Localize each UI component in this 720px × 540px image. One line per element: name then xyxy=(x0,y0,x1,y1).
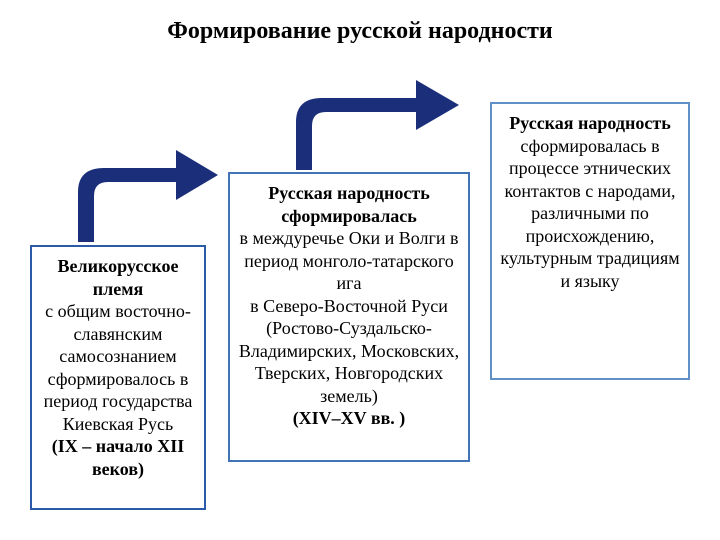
box1-body: с общим восточно-славянским самосознание… xyxy=(38,300,198,435)
box3-body: сформировалась в процессе этнических кон… xyxy=(498,135,682,293)
box1-heading: Великорусское племя xyxy=(38,255,198,300)
box-1: Великорусское племя с общим восточно-сла… xyxy=(30,245,206,510)
box1-footer: (IX – начало XII веков) xyxy=(38,435,198,480)
box-2: Русская народность сформировалась в межд… xyxy=(228,172,470,462)
arrow-2 xyxy=(296,78,459,170)
box-3: Русская народность сформировалась в проц… xyxy=(490,102,690,380)
page-title: Формирование русской народности xyxy=(0,18,720,45)
box2-body: в междуречье Оки и Волги в период монгол… xyxy=(236,227,462,407)
box2-footer: (XIV–XV вв. ) xyxy=(236,407,462,430)
arrow-1 xyxy=(78,148,218,242)
box2-heading: Русская народность сформировалась xyxy=(236,182,462,227)
box3-heading: Русская народность xyxy=(498,112,682,135)
